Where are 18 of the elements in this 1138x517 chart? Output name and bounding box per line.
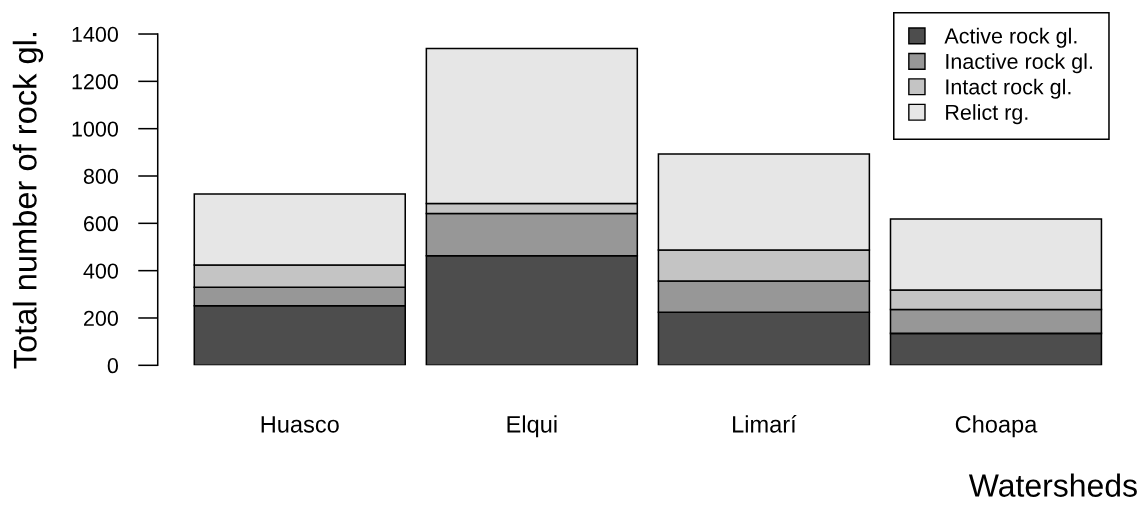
y-tick-label: 0 [107,358,118,374]
y-tick-label: 1000 [72,121,118,137]
y-tick-label: 200 [84,310,118,326]
legend-label: Active rock gl. [944,27,1077,48]
legend-label: Relict rg. [946,104,1028,125]
x-tick-label: Elqui [507,415,557,438]
y-axis-title: Total number of rock gl. [12,33,44,369]
y-tick-label: 400 [83,263,118,279]
y-tick-label: 1400 [72,26,118,43]
y-tick-label: 600 [84,216,118,232]
legend-label: Inactive rock gl. [946,53,1092,74]
x-axis-title: Watersheds [968,473,1137,497]
y-tick-label: 1200 [72,74,118,90]
legend-label: Intact rock gl. [946,78,1071,99]
x-tick-label: Huasco [261,416,339,433]
y-tick-label: 800 [83,168,118,185]
x-tick-label: Choapa [955,415,1038,438]
x-tick-label: Limarí [733,415,797,433]
